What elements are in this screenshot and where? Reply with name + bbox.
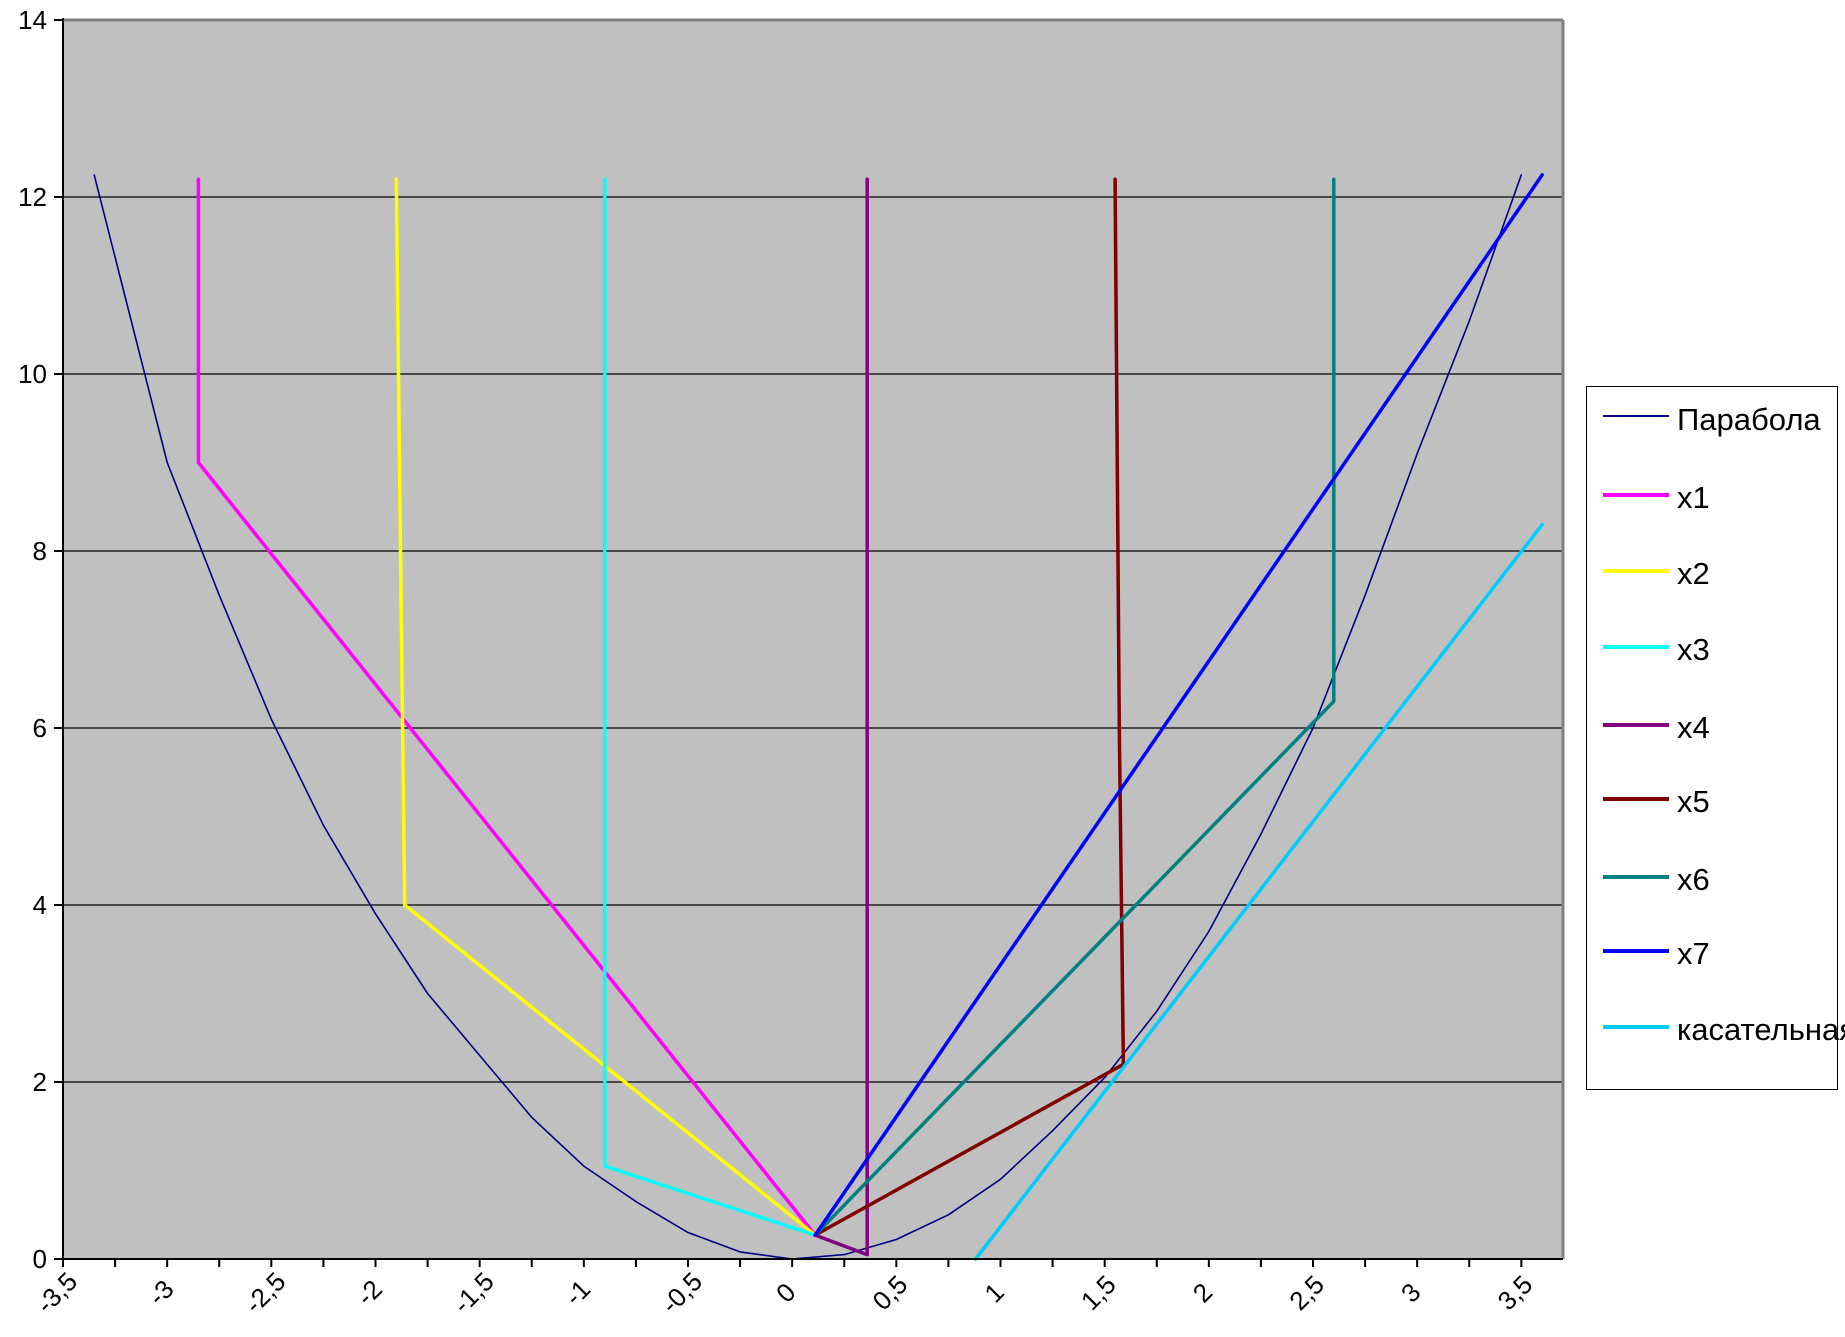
legend-item: x2	[1597, 551, 1833, 591]
legend-swatch	[1603, 569, 1669, 573]
legend-item: x1	[1597, 475, 1833, 515]
legend-swatch	[1603, 415, 1669, 417]
legend-label: x6	[1677, 862, 1710, 897]
series-x1	[196, 177, 817, 1237]
legend-label: x2	[1677, 556, 1710, 591]
series-parabola	[93, 174, 1523, 1260]
x-tick-label: 1,5	[1075, 1269, 1122, 1316]
legend-label: x1	[1677, 480, 1710, 515]
legend-swatch	[1603, 949, 1669, 953]
y-tick-label: 0	[33, 1244, 47, 1274]
legend-item: Парабола	[1597, 397, 1833, 437]
x-tick-label: -3	[142, 1274, 180, 1312]
series-tangent	[973, 522, 1544, 1261]
series-x7	[813, 173, 1544, 1237]
legend-item: x5	[1597, 779, 1833, 819]
series-x4	[813, 177, 869, 1257]
x-tick-label: 3,5	[1492, 1269, 1539, 1316]
x-tick-label: 1	[978, 1277, 1009, 1308]
y-tick-label: 14	[18, 5, 47, 35]
legend-label: касательная	[1677, 1012, 1845, 1047]
legend-item: x7	[1597, 931, 1833, 971]
legend-label: x4	[1677, 710, 1710, 745]
x-tick-label: -0,5	[655, 1266, 708, 1319]
x-tick-label: -1	[559, 1274, 597, 1312]
legend-item: x3	[1597, 627, 1833, 667]
legend-swatch	[1603, 723, 1669, 727]
legend-label: x5	[1677, 784, 1710, 819]
x-tick-label: -2	[350, 1274, 388, 1312]
series-x2	[394, 177, 817, 1237]
x-tick-label: -2,5	[239, 1266, 292, 1319]
x-tick-label: 0,5	[867, 1269, 914, 1316]
legend-item: касательная	[1597, 1007, 1845, 1047]
legend-swatch	[1603, 1025, 1669, 1029]
x-tick-label: 3	[1395, 1277, 1426, 1308]
series-x5	[813, 177, 1126, 1237]
legend-label: x3	[1677, 632, 1710, 667]
y-tick-label: 2	[33, 1067, 47, 1097]
y-tick-label: 12	[18, 182, 47, 212]
y-tick-label: 6	[33, 713, 47, 743]
x-tick-label: 2	[1187, 1277, 1218, 1308]
legend-label: x7	[1677, 936, 1710, 971]
series-x6	[813, 177, 1336, 1237]
y-tick-label: 10	[18, 359, 47, 389]
plot-area	[63, 20, 1563, 1259]
y-tick-label: 4	[33, 890, 47, 920]
legend-label: Парабола	[1677, 402, 1821, 437]
x-tick-label: -3,5	[30, 1266, 83, 1319]
x-tick-label: 2,5	[1283, 1269, 1330, 1316]
legend-swatch	[1603, 797, 1669, 801]
legend-item: x6	[1597, 857, 1833, 897]
legend-swatch	[1603, 493, 1669, 497]
series-x3	[602, 177, 817, 1237]
legend-swatch	[1603, 875, 1669, 879]
x-tick-label: -1,5	[447, 1266, 500, 1319]
y-tick-label: 8	[33, 536, 47, 566]
legend: Парабола x1 x2 x3 x4 x5 x6 x7 касательная	[1586, 386, 1845, 1090]
x-tick-label: 0	[770, 1277, 801, 1308]
legend-item: x4	[1597, 705, 1833, 745]
legend-swatch	[1603, 645, 1669, 649]
